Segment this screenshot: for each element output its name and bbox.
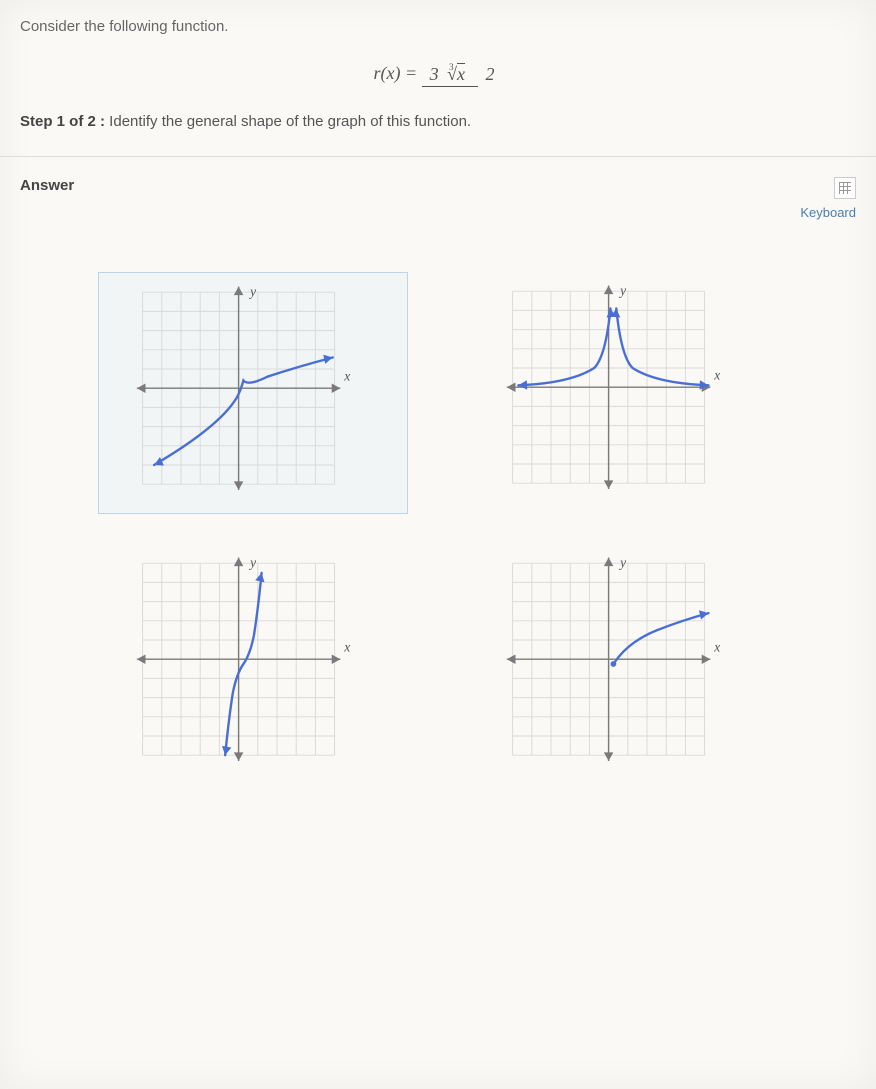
numerator-coef: 3 <box>430 64 439 84</box>
svg-text:y: y <box>248 284 256 299</box>
svg-text:y: y <box>618 283 626 298</box>
svg-text:x: x <box>343 640 350 655</box>
graph-option-cubic[interactable]: yx <box>98 544 408 784</box>
svg-text:x: x <box>713 640 720 655</box>
equation: r(x) = 3 3 √x 2 <box>20 63 856 85</box>
answer-label: Answer <box>20 177 74 194</box>
graph-option-both-sides-spike[interactable]: yx <box>468 272 778 514</box>
svg-text:x: x <box>713 368 720 383</box>
root-index: 3 <box>449 62 454 72</box>
svg-text:x: x <box>343 369 350 384</box>
divider <box>0 156 876 157</box>
graph-svg: yx <box>493 272 753 512</box>
graph-svg: yx <box>493 544 753 784</box>
step-text: Identify the general shape of the graph … <box>105 113 471 130</box>
graph-option-cube-root[interactable]: yx <box>98 272 408 514</box>
keyboard-shortcut[interactable]: Keyboard <box>800 177 856 220</box>
svg-text:y: y <box>248 555 256 570</box>
step-prefix: Step 1 of 2 : <box>20 113 105 130</box>
graph-svg: yx <box>123 273 383 513</box>
keypad-icon <box>834 177 856 199</box>
step-line: Step 1 of 2 : Identify the general shape… <box>20 113 856 130</box>
graph-option-square-root[interactable]: yx <box>468 544 778 784</box>
radicand: x <box>457 64 465 84</box>
intro-text: Consider the following function. <box>20 18 856 35</box>
keyboard-label: Keyboard <box>800 205 856 220</box>
equation-lhs: r(x) = <box>373 63 417 83</box>
svg-text:y: y <box>618 555 626 570</box>
graph-svg: yx <box>123 544 383 784</box>
denominator: 2 <box>478 62 503 86</box>
